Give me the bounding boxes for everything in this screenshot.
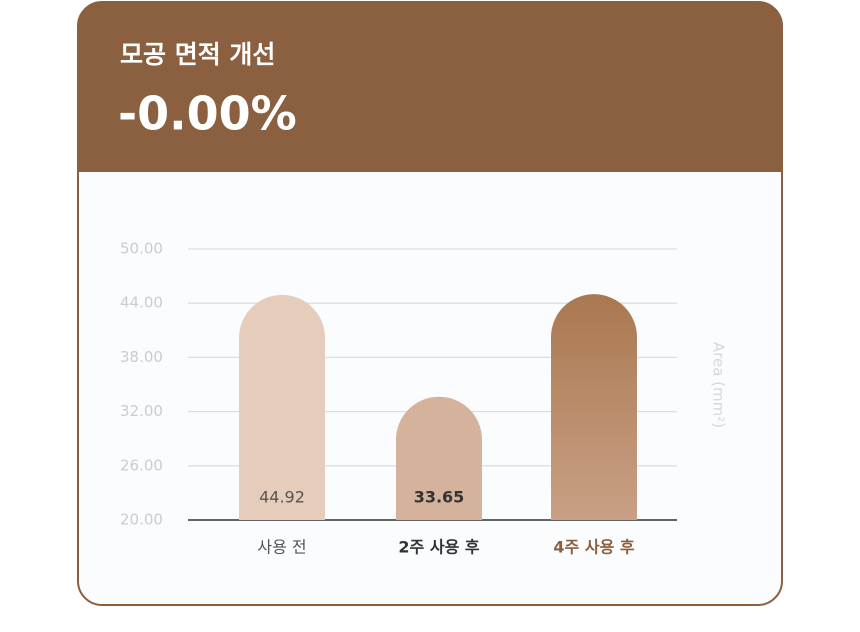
- y-tick-label: 26.00: [120, 456, 163, 474]
- value-label: 33.65: [414, 488, 465, 507]
- value-label: 44.92: [259, 488, 305, 507]
- y-axis-label: Area (mm²): [710, 342, 728, 428]
- y-tick-label: 32.00: [120, 402, 163, 420]
- y-tick-label: 38.00: [120, 348, 163, 366]
- header-title: 모공 면적 개선: [120, 40, 275, 69]
- bar: [551, 294, 637, 520]
- x-tick-label: 2주 사용 후: [398, 538, 479, 557]
- y-tick-label: 50.00: [120, 240, 163, 258]
- header-value: -0.00%: [118, 87, 297, 141]
- bar: [396, 396, 482, 520]
- bar: [239, 294, 325, 520]
- card-header: [78, 2, 782, 172]
- y-tick-label: 44.00: [120, 294, 163, 312]
- x-tick-label: 4주 사용 후: [553, 538, 634, 557]
- y-tick-label: 20.00: [120, 511, 163, 529]
- x-tick-label: 사용 전: [257, 538, 306, 557]
